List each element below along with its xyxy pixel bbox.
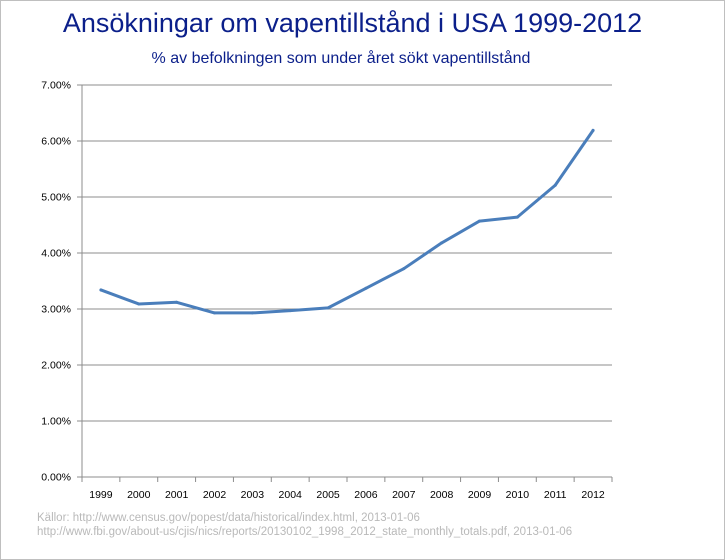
data-point [288,309,292,313]
y-axis-tick-labels: 0.00% 1.00% 2.00% 3.00% 4.00% 5.00% 6.00% 7.00% [41,80,71,484]
x-tick-label: 2008 [430,489,454,501]
y-tick-label: 5.00% [41,192,71,204]
y-tick-label: 0.00% [41,472,71,484]
x-tick-label: 2000 [127,489,151,501]
source-line-1: Källor: http://www.census.gov/popest/dat… [37,512,420,524]
x-tick-label: 2006 [354,489,378,501]
data-point [364,286,368,290]
source-note: Källor: http://www.census.gov/popest/dat… [37,511,572,539]
data-point [326,306,330,310]
y-tick-label: 1.00% [41,416,71,428]
axes [77,84,613,482]
source-line-2: http://www.fbi.gov/about-us/cjis/nics/re… [37,526,573,538]
series-line [99,128,595,315]
data-point [478,219,481,223]
x-tick-label: 2009 [468,489,492,501]
chart-title: Ansökningar om vapentillstånd i USA 1999… [62,8,643,38]
y-tick-label: 3.00% [41,304,71,316]
data-point [591,128,595,132]
x-tick-label: 2011 [544,489,567,501]
chart-subtitle: % av befolkningen som under året sökt va… [151,50,531,67]
data-point [213,311,216,315]
data-point [402,267,406,271]
data-point [515,215,519,219]
x-axis-tick-labels: 1999 2000 2001 2002 2003 2004 2005 2006 2007 2008… [89,489,605,501]
data-point [137,302,141,306]
data-point [175,300,179,304]
x-tick-label: 1999 [89,489,113,501]
y-tick-label: 4.00% [41,248,71,260]
x-tick-label: 2004 [279,489,303,501]
data-point [99,288,103,292]
x-tick-label: 2003 [241,489,265,501]
series-layer [99,128,595,315]
x-tick-label: 2005 [316,489,340,501]
x-tick-label: 2002 [203,489,227,501]
y-tick-label: 7.00% [41,80,71,92]
y-tick-label: 2.00% [41,360,71,372]
data-point [553,183,557,187]
x-tick-label: 2012 [581,489,605,501]
data-point [250,311,254,315]
y-tick-label: 6.00% [41,136,71,148]
x-tick-label: 2001 [165,489,189,501]
x-tick-label: 2010 [506,489,530,501]
grid-lines [82,84,612,422]
data-point [440,241,444,245]
x-tick-label: 2007 [392,489,416,501]
